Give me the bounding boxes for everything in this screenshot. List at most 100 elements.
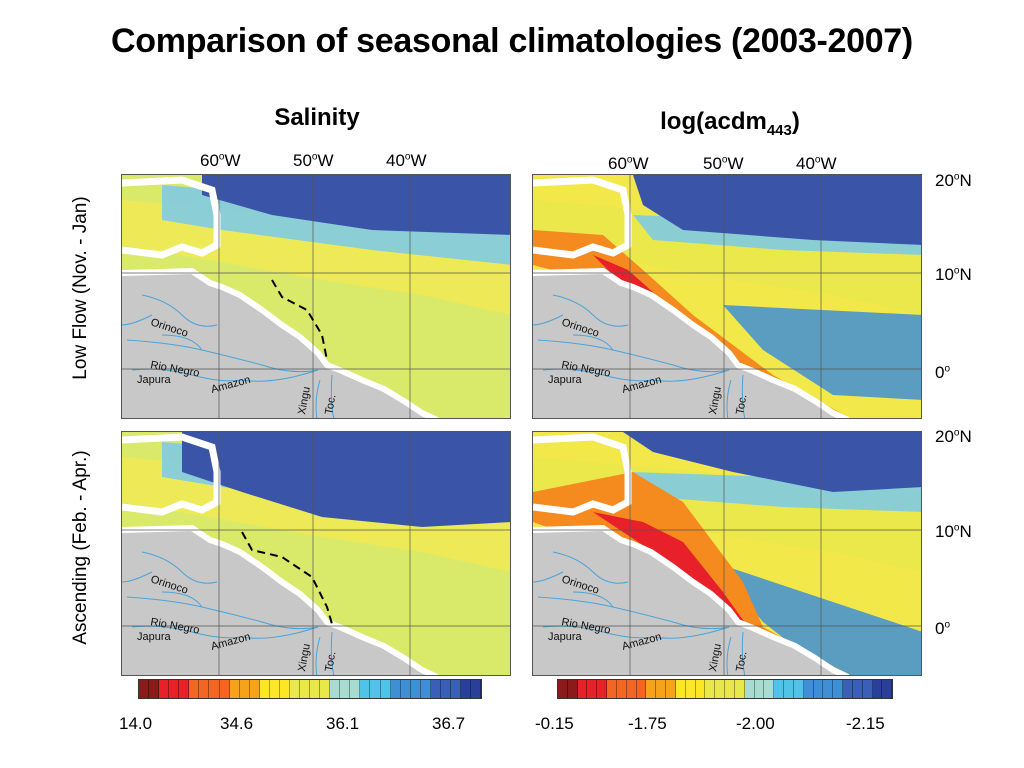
- colorbar-swatch: [587, 680, 598, 698]
- colorbar-swatch: [149, 680, 160, 698]
- colorbar-swatch: [695, 680, 706, 698]
- lon-label-40w-left: 40oW: [386, 151, 427, 170]
- colorbar-swatch: [793, 680, 804, 698]
- colorbar-swatch: [420, 680, 431, 698]
- colorbar-acdm-tick-4: -2.15: [846, 714, 885, 733]
- colorbar-swatch: [219, 680, 230, 698]
- river-label: Japura: [137, 374, 172, 386]
- colorbar-swatch: [249, 680, 260, 698]
- colorbar-salinity-tick-1: 14.0: [119, 714, 153, 733]
- column-title-acdm-text: log(acdm: [660, 108, 767, 135]
- river-label: Japura: [548, 631, 583, 643]
- column-title-acdm-suffix: ): [791, 108, 800, 135]
- river-label: Xingu: [707, 386, 724, 416]
- colorbar-salinity-tick-2: 34.6: [220, 714, 254, 733]
- column-title-acdm: log(acdm443): [600, 108, 860, 139]
- colorbar-swatch: [764, 680, 775, 698]
- colorbar-swatch: [803, 680, 814, 698]
- colorbar-swatch: [169, 680, 180, 698]
- colorbar-salinity-tick-4: 36.7: [432, 714, 466, 733]
- colorbar-swatch: [882, 680, 893, 698]
- colorbar-swatch: [390, 680, 401, 698]
- page-title: Comparison of seasonal climatologies (20…: [111, 22, 913, 60]
- lon-label-60w-right: 60oW: [608, 154, 649, 173]
- colorbar-swatch: [159, 680, 170, 698]
- colorbar-swatch: [380, 680, 391, 698]
- column-title-salinity: Salinity: [217, 104, 417, 132]
- colorbar-swatch: [461, 680, 472, 698]
- colorbar-swatch: [360, 680, 371, 698]
- lat-label-0-top: 0o: [935, 363, 951, 382]
- colorbar-swatch: [330, 680, 341, 698]
- map-panel-salinity-lowflow: Orinoco Rio Negro Japura Amazon Xingu Toc.: [121, 174, 511, 419]
- colorbar-acdm: [557, 679, 893, 699]
- colorbar-swatch: [656, 680, 667, 698]
- colorbar-swatch: [209, 680, 220, 698]
- colorbar-swatch: [410, 680, 421, 698]
- colorbar-swatch: [577, 680, 588, 698]
- map-panel-acdm-lowflow: Orinoco Rio Negro Japura Amazon Xingu Toc.: [532, 174, 922, 419]
- lat-label-10n-top: 10oN: [935, 265, 972, 284]
- river-label: Xingu: [296, 643, 313, 673]
- river-label: Toc.: [323, 651, 338, 673]
- colorbar-swatch: [597, 680, 608, 698]
- river-label: Xingu: [707, 643, 724, 673]
- colorbar-swatch: [607, 680, 617, 698]
- colorbar-swatch: [754, 680, 765, 698]
- colorbar-salinity: [138, 679, 482, 699]
- colorbar-swatch: [862, 680, 873, 698]
- colorbar-swatch: [666, 680, 676, 698]
- lat-label-0-bottom: 0o: [935, 619, 951, 638]
- colorbar-swatch: [813, 680, 824, 698]
- lon-label-60w-left: 60oW: [200, 151, 241, 170]
- river-label: Toc.: [323, 394, 338, 416]
- lat-label-20n-bottom: 20oN: [935, 427, 972, 446]
- colorbar-acdm-tick-1: -0.15: [535, 714, 574, 733]
- column-title-salinity-text: Salinity: [274, 104, 360, 131]
- river-label: Xingu: [296, 386, 313, 416]
- map-panel-acdm-ascending: Orinoco Rio Negro Japura Amazon Xingu Toc.: [532, 431, 922, 676]
- river-label: Japura: [548, 374, 583, 386]
- colorbar-swatch: [675, 680, 686, 698]
- colorbar-swatch: [289, 680, 300, 698]
- colorbar-swatch: [823, 680, 834, 698]
- row-label-low-flow: Low Flow (Nov. - Jan): [70, 196, 91, 380]
- river-label: Japura: [137, 631, 172, 643]
- colorbar-swatch: [440, 680, 451, 698]
- colorbar-swatch: [179, 680, 190, 698]
- lon-label-40w-right: 40oW: [796, 154, 837, 173]
- colorbar-swatch: [259, 680, 270, 698]
- colorbar-swatch: [734, 680, 745, 698]
- river-label: Toc.: [734, 651, 749, 673]
- colorbar-swatch: [646, 680, 657, 698]
- colorbar-swatch: [774, 680, 785, 698]
- colorbar-swatch: [189, 680, 200, 698]
- colorbar-swatch: [370, 680, 381, 698]
- row-label-ascending: Ascending (Feb. - Apr.): [70, 450, 91, 645]
- colorbar-swatch: [279, 680, 290, 698]
- colorbar-swatch: [626, 680, 637, 698]
- colorbar-swatch: [616, 680, 627, 698]
- colorbar-swatch: [400, 680, 411, 698]
- lat-label-10n-bottom: 10oN: [935, 522, 972, 541]
- colorbar-swatch: [636, 680, 647, 698]
- colorbar-swatch: [725, 680, 735, 698]
- colorbar-swatch: [310, 680, 321, 698]
- colorbar-swatch: [784, 680, 794, 698]
- colorbar-swatch: [872, 680, 883, 698]
- column-title-acdm-sub: 443: [766, 121, 792, 139]
- colorbar-acdm-tick-3: -2.00: [736, 714, 775, 733]
- river-label: Toc.: [734, 394, 749, 416]
- lat-label-20n-top: 20oN: [935, 171, 972, 190]
- colorbar-swatch: [450, 680, 461, 698]
- colorbar-swatch: [430, 680, 441, 698]
- colorbar-swatch: [139, 680, 150, 698]
- colorbar-swatch: [300, 680, 311, 698]
- colorbar-swatch: [471, 680, 482, 698]
- colorbar-swatch: [199, 680, 210, 698]
- map-panel-salinity-ascending: Orinoco Rio Negro Japura Amazon Xingu Toc.: [121, 431, 511, 676]
- colorbar-swatch: [843, 680, 853, 698]
